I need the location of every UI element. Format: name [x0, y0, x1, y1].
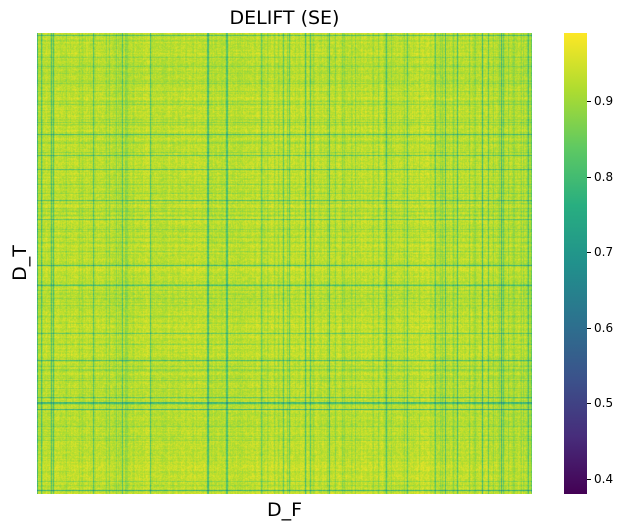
- heatmap-cells: [37, 33, 532, 494]
- colorbar-tick-label: 0.4: [594, 471, 614, 486]
- colorbar-tick-mark: [587, 327, 591, 329]
- colorbar-tick-mark: [587, 252, 591, 254]
- heatmap-plot-area: [37, 33, 532, 494]
- y-axis-label: D_T: [9, 245, 31, 281]
- colorbar-tick-label: 0.5: [594, 396, 614, 411]
- colorbar-tick-label: 0.9: [594, 94, 614, 109]
- colorbar-tick-mark: [587, 478, 591, 480]
- colorbar-tick-mark: [587, 403, 591, 405]
- colorbar-tick-mark: [587, 101, 591, 103]
- x-axis-label: D_F: [266, 499, 303, 521]
- colorbar-gradient: [564, 33, 587, 494]
- colorbar-axis: 0.4 0.5 0.6 0.7 0.8 0.9: [587, 33, 627, 494]
- chart-title: DELIFT (SE): [229, 7, 340, 29]
- colorbar-tick-label: 0.8: [594, 169, 614, 184]
- colorbar-tick-mark: [587, 176, 591, 178]
- colorbar: [564, 33, 587, 494]
- colorbar-tick-label: 0.6: [594, 320, 614, 335]
- colorbar-tick-label: 0.7: [594, 245, 614, 260]
